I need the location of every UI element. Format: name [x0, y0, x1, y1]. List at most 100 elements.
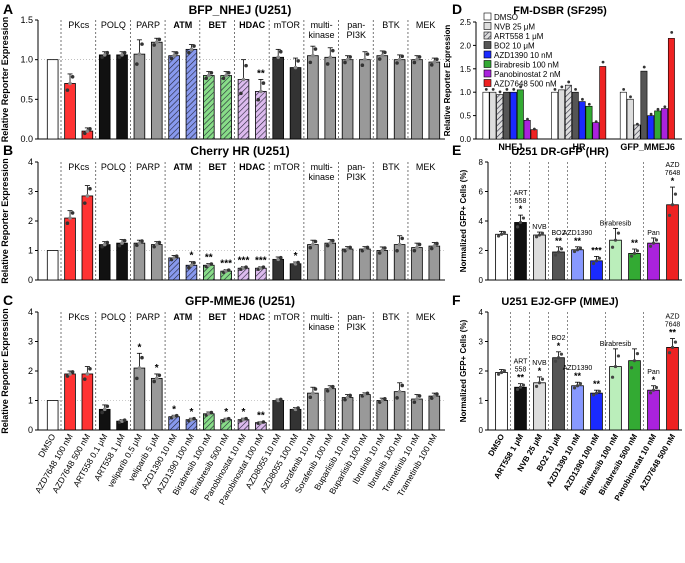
- significance-stars: *: [190, 251, 194, 262]
- data-point: [515, 387, 520, 391]
- y-tick-label: 2: [479, 367, 484, 376]
- y-tick-label: 2: [28, 216, 33, 226]
- data-point: [174, 51, 179, 55]
- data-point: [137, 366, 142, 370]
- data-point: [518, 220, 523, 225]
- bar: [116, 54, 128, 140]
- data-point: [635, 122, 639, 126]
- bar-hatch: [203, 265, 215, 280]
- significance-stars: *: [155, 363, 159, 374]
- data-point: [308, 245, 313, 250]
- y-tick-label: 4: [28, 307, 33, 317]
- data-point: [613, 238, 618, 242]
- data-point: [597, 256, 602, 260]
- bar: [411, 398, 423, 431]
- panel-letter-a: A: [3, 1, 13, 17]
- data-point: [363, 247, 367, 251]
- legend-label: ART558 1 μM: [494, 32, 544, 41]
- bar-hatch: [633, 124, 641, 139]
- legend-label: Birabresib 100 nM: [494, 61, 559, 70]
- panel-d-chart: 0.0 0.5 1.0 1.5 2.0 2.5 Relative Reporter Expr…: [443, 12, 682, 152]
- bar: [647, 115, 655, 140]
- data-point: [432, 244, 437, 248]
- significance-stars: ***: [238, 256, 250, 267]
- group-label: multi-: [311, 162, 333, 172]
- group-label: POLQ: [101, 20, 126, 30]
- data-point: [102, 242, 107, 247]
- data-point: [187, 265, 191, 270]
- data-point: [526, 117, 529, 121]
- data-point: [140, 355, 144, 360]
- group-label: BET: [208, 162, 227, 172]
- significance-stars: *: [671, 176, 675, 186]
- y-tick-label: 4: [479, 308, 484, 317]
- y-tick-label: 3: [28, 187, 33, 197]
- data-point: [328, 55, 333, 60]
- legend-swatch: [483, 60, 492, 68]
- data-point: [670, 345, 675, 349]
- data-point: [556, 250, 561, 254]
- data-point: [325, 388, 330, 393]
- significance-stars: *: [137, 342, 141, 353]
- data-point: [100, 410, 104, 415]
- data-point: [435, 241, 439, 246]
- data-point: [574, 87, 577, 91]
- y-tick-label: 0.5: [20, 94, 33, 104]
- significance-stars: *: [519, 204, 523, 214]
- data-point: [273, 61, 278, 65]
- bar-hatch: [168, 257, 180, 280]
- data-point: [512, 87, 516, 91]
- data-point: [429, 396, 434, 400]
- group-label: POLQ: [101, 162, 126, 172]
- bar-hatch: [255, 91, 267, 139]
- group-annotation: 558: [515, 367, 527, 374]
- data-point: [325, 243, 330, 248]
- bar: [133, 242, 146, 281]
- bar: [585, 105, 593, 140]
- group-label: PI3K: [347, 322, 367, 332]
- y-tick-label: 3: [28, 337, 33, 347]
- bar-hatch: [203, 75, 215, 139]
- bar: [324, 56, 337, 140]
- y-tick-label: 0.5: [460, 112, 472, 121]
- group-label: BTK: [382, 312, 400, 322]
- data-point: [400, 383, 405, 388]
- data-point: [432, 60, 437, 64]
- significance-stars: *: [294, 251, 298, 262]
- bar: [654, 110, 662, 140]
- data-point: [308, 60, 313, 65]
- data-point: [360, 63, 365, 68]
- bar-hatch: [255, 268, 267, 280]
- y-tick-label: 3: [479, 338, 484, 347]
- legend-swatch: [483, 12, 492, 21]
- data-point: [209, 410, 214, 415]
- y-tick-label: 2.0: [460, 41, 472, 50]
- data-point: [276, 257, 280, 262]
- data-point: [256, 97, 261, 102]
- y-axis-label: Relative Reporter Expression: [443, 25, 452, 137]
- data-point: [601, 60, 605, 64]
- panel-a-chart: 0.0 0.5 1.0 1.5 Relative Reporter Expression…: [0, 15, 445, 144]
- data-point: [117, 55, 122, 59]
- data-point: [313, 239, 318, 244]
- bar: [533, 382, 546, 431]
- data-point: [226, 70, 231, 75]
- data-point: [395, 396, 399, 400]
- data-point: [673, 192, 678, 196]
- bar: [428, 395, 441, 431]
- group-label: ATM: [173, 162, 192, 172]
- group-annotation: Pan: [647, 230, 660, 237]
- significance-stars: **: [257, 69, 265, 80]
- group-label: POLQ: [101, 312, 126, 322]
- bar: [592, 122, 600, 140]
- y-tick-label: 4: [479, 217, 484, 226]
- data-point: [244, 416, 248, 421]
- data-point: [629, 254, 634, 258]
- data-point: [537, 381, 542, 385]
- data-point: [291, 72, 295, 77]
- bar: [551, 91, 559, 140]
- bar: [307, 392, 319, 431]
- data-point: [70, 75, 75, 79]
- data-point: [432, 394, 437, 398]
